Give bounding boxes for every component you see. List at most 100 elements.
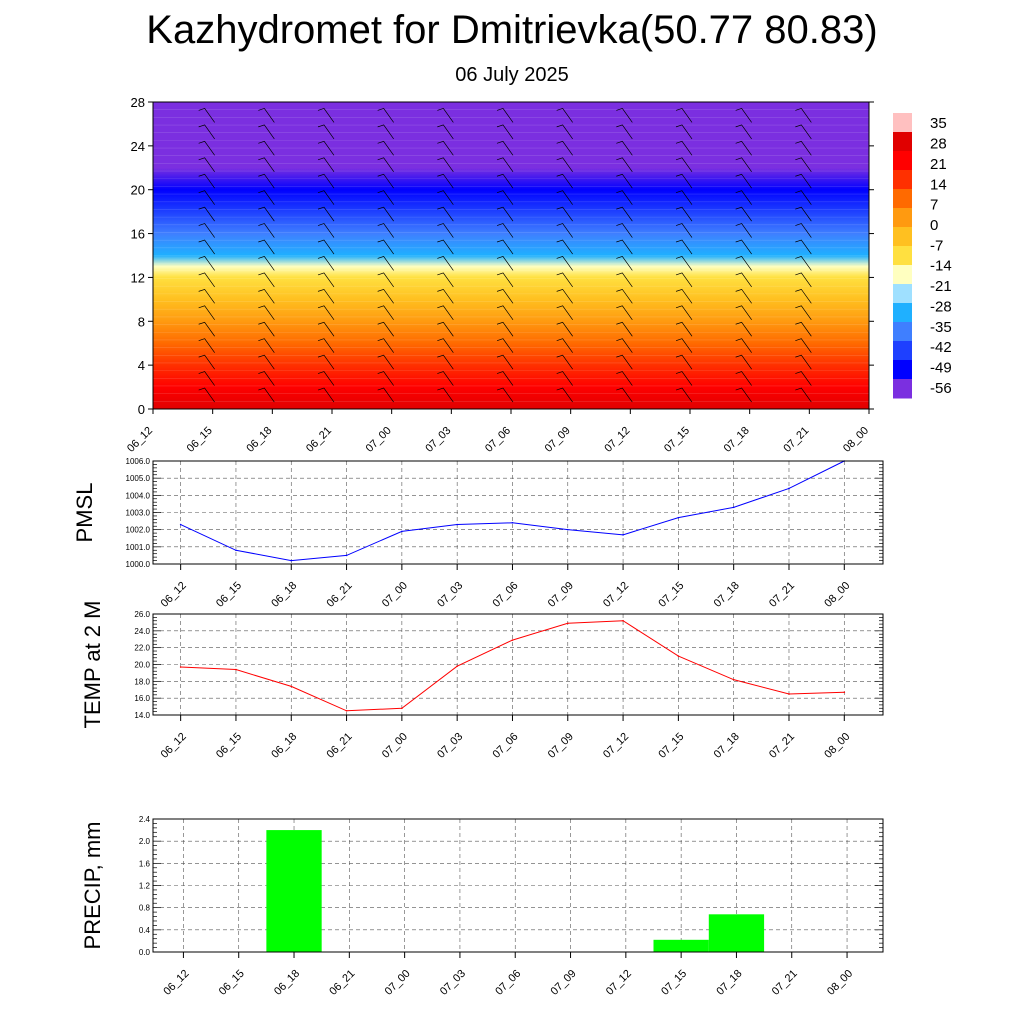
- wind-barb: [198, 157, 215, 172]
- x-tick-label: 08_00: [841, 425, 871, 455]
- panel-frame: [152, 460, 884, 565]
- wind-barb: [377, 321, 394, 337]
- wind-barb: [198, 239, 215, 255]
- colorbar-label: -35: [930, 319, 952, 336]
- pmsl-point: [677, 516, 680, 519]
- wind-barb: [377, 338, 394, 353]
- x-tick-label: 07_03: [435, 731, 465, 761]
- pmsl-point: [788, 487, 790, 490]
- wind-barb: [616, 124, 633, 140]
- wind-barb: [317, 288, 335, 304]
- pmsl-point: [732, 506, 735, 509]
- wind-barb: [258, 206, 275, 222]
- x-tick-label: 06_18: [269, 580, 299, 610]
- wind-barb: [616, 223, 633, 238]
- temp-point: [456, 665, 458, 667]
- wind-barb: [735, 140, 752, 156]
- y-tick-label: 24: [131, 139, 145, 154]
- wind-barb: [675, 108, 693, 123]
- wind-barb: [556, 305, 573, 321]
- wind-barb: [795, 305, 812, 321]
- wind-barb: [496, 157, 514, 172]
- x-tick-label: 06_12: [159, 580, 189, 610]
- wind-barb: [735, 239, 752, 255]
- wind-barb: [795, 223, 812, 238]
- x-tick-label: 08_00: [822, 731, 852, 761]
- chart-subtitle: 06 July 2025: [455, 64, 569, 86]
- x-tick-label: 07_09: [546, 731, 576, 761]
- wind-barb: [496, 305, 514, 321]
- wind-barb: [556, 256, 573, 271]
- x-tick-label: 06_15: [185, 425, 215, 455]
- wind-barb: [198, 190, 215, 205]
- pmsl-axis-label: PMSL: [72, 483, 97, 543]
- y-tick-label: 8: [138, 314, 145, 329]
- x-tick-label: 07_18: [722, 425, 752, 455]
- wind-barb: [675, 173, 693, 189]
- wind-barb: [795, 157, 812, 172]
- x-tick-label: 07_15: [662, 425, 692, 455]
- wind-barb: [496, 206, 514, 222]
- temp-point: [677, 655, 680, 657]
- wind-barb: [437, 124, 454, 140]
- wind-barb: [556, 239, 573, 255]
- y-tick-label: 22.0: [134, 644, 150, 653]
- wind-barb: [377, 288, 394, 304]
- wind-barb: [258, 124, 275, 140]
- wind-barb: [377, 108, 394, 123]
- colorbar-label: -49: [930, 359, 952, 376]
- colorbar-swatch: [893, 246, 912, 266]
- wind-barb: [437, 272, 454, 288]
- wind-barb: [437, 371, 454, 386]
- x-tick-label: 07_18: [712, 731, 742, 761]
- wind-barb: [437, 321, 454, 337]
- y-tick-label: 20: [131, 183, 145, 198]
- x-tick-label: 07_12: [601, 731, 631, 761]
- wind-barb: [735, 108, 752, 123]
- wind-barb: [317, 239, 335, 255]
- wind-barb: [496, 272, 514, 288]
- colorbar-swatch: [893, 113, 912, 133]
- wind-barb: [735, 305, 752, 321]
- wind-barb: [795, 190, 812, 205]
- y-tick-label: 1006.0: [126, 457, 151, 466]
- x-tick-label: 06_21: [327, 968, 357, 998]
- x-tick-label: 07_03: [438, 968, 468, 998]
- wind-barb: [377, 371, 394, 386]
- pmsl-point: [401, 530, 403, 533]
- wind-barb: [258, 305, 275, 321]
- wind-barb: [258, 321, 275, 337]
- temp-point: [566, 622, 569, 625]
- wind-barb: [675, 305, 693, 321]
- wind-barb: [437, 338, 454, 353]
- wind-barb: [437, 173, 454, 189]
- wind-barb: [496, 190, 514, 205]
- wind-barb: [377, 256, 394, 271]
- x-tick-label: 08_00: [825, 968, 855, 998]
- wind-barb: [317, 190, 335, 205]
- wind-barb: [377, 387, 394, 403]
- wind-barb: [556, 338, 573, 353]
- wind-barb: [496, 288, 514, 304]
- wind-barb: [258, 173, 275, 189]
- temp-axis-label: TEMP at 2 M: [80, 601, 105, 729]
- y-tick-label: 16: [131, 227, 145, 242]
- wind-barb: [735, 190, 752, 205]
- wind-barb: [317, 256, 335, 271]
- heatmap-field: [153, 102, 869, 409]
- y-tick-label: 0.4: [139, 926, 151, 935]
- colorbar-swatch: [893, 322, 912, 342]
- y-tick-label: 0: [138, 402, 145, 417]
- wind-barb: [496, 223, 514, 238]
- wind-barb: [735, 288, 752, 304]
- wind-barb: [317, 321, 335, 337]
- wind-barb: [317, 387, 335, 403]
- wind-barb: [258, 387, 275, 403]
- wind-barb: [496, 140, 514, 156]
- wind-barb: [735, 157, 752, 172]
- wind-barb: [735, 223, 752, 238]
- wind-barb: [675, 354, 693, 370]
- wind-barb: [258, 239, 275, 255]
- x-tick-label: 06_15: [217, 968, 247, 998]
- y-tick-label: 1002.0: [126, 526, 151, 535]
